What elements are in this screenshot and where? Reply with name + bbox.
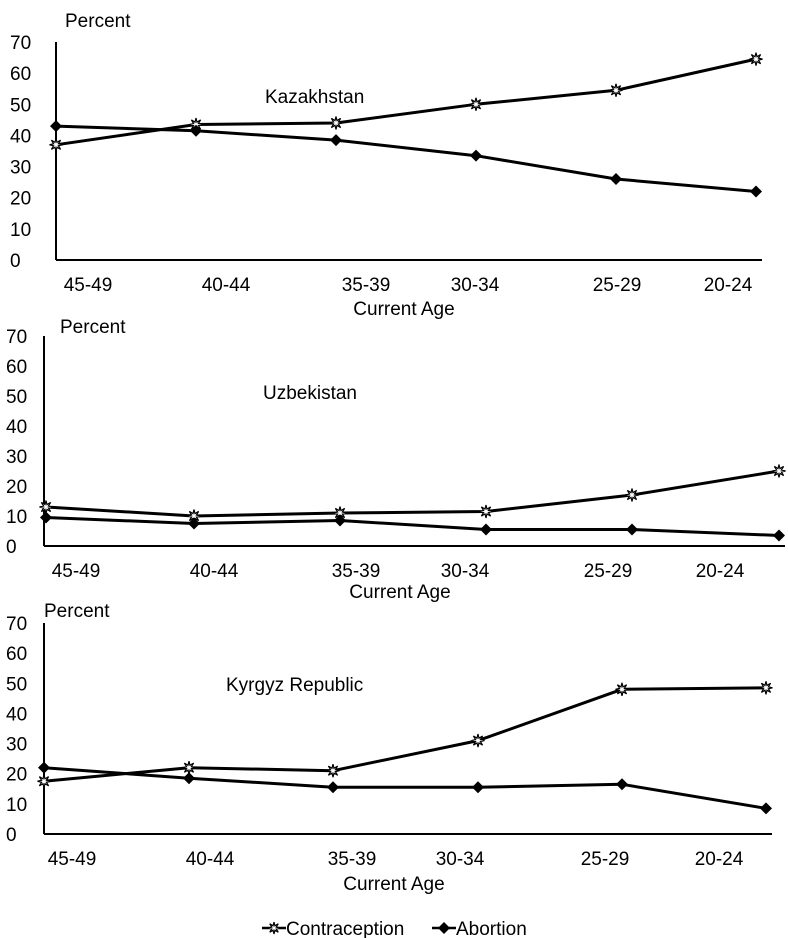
- abortion-point: [190, 124, 202, 137]
- y-tick-label: 20: [10, 189, 31, 210]
- y-axis-label: Percent: [60, 317, 126, 338]
- abortion-point: [40, 511, 52, 524]
- x-tick-label: 45-49: [52, 561, 101, 582]
- x-tick-label: 35-39: [328, 849, 377, 870]
- abortion-point: [472, 781, 484, 794]
- x-tick-label: 25-29: [584, 561, 633, 582]
- contraception-point: [609, 83, 623, 97]
- legend-contraception-label: Contraception: [286, 919, 404, 938]
- y-axis-label: Percent: [65, 11, 131, 32]
- y-tick-label: 40: [10, 126, 31, 147]
- abortion-point: [616, 778, 628, 791]
- y-tick-label: 50: [6, 674, 27, 695]
- x-tick-label: 35-39: [342, 275, 391, 296]
- abortion-point: [610, 173, 622, 186]
- y-tick-label: 20: [6, 477, 27, 498]
- x-tick-label: 25-29: [581, 849, 630, 870]
- x-axis-label: Current Age: [343, 874, 444, 895]
- y-tick-label: 10: [10, 220, 31, 241]
- x-tick-label: 20-24: [695, 849, 744, 870]
- x-tick-label: 45-49: [48, 849, 97, 870]
- y-tick-label: 60: [6, 644, 27, 665]
- x-tick-label: 45-49: [64, 275, 113, 296]
- y-tick-label: 50: [10, 95, 31, 116]
- panel-title: Kyrgyz Republic: [226, 675, 363, 696]
- abortion-point: [773, 529, 785, 542]
- abortion-point: [480, 523, 492, 536]
- abortion-point: [327, 781, 339, 794]
- x-tick-label: 20-24: [696, 561, 745, 582]
- contraception-point: [625, 488, 639, 502]
- contraception-line: [55, 57, 757, 147]
- contraception-point: [615, 682, 629, 696]
- contraception-point: [37, 774, 51, 788]
- abortion-point: [38, 761, 50, 774]
- y-tick-label: 30: [6, 447, 27, 468]
- contraception-point: [471, 733, 485, 748]
- panel-title: Uzbekistan: [263, 383, 357, 404]
- contraception-point: [749, 52, 763, 66]
- y-tick-label: 70: [6, 327, 27, 348]
- y-tick-label: 10: [6, 507, 27, 528]
- x-tick-label: 25-29: [593, 275, 642, 296]
- abortion-point: [183, 772, 195, 785]
- x-tick-label: 40-44: [202, 275, 251, 296]
- contraception-point: [49, 138, 63, 152]
- x-axis-label: Current Age: [353, 299, 454, 320]
- y-tick-label: 0: [6, 537, 17, 558]
- legend-abortion-label: Abortion: [456, 919, 527, 938]
- y-tick-label: 70: [10, 33, 31, 54]
- x-axis-label: Current Age: [349, 582, 450, 603]
- legend-abortion-marker: [438, 922, 450, 934]
- contraception-point: [479, 504, 493, 519]
- x-tick-label: 35-39: [332, 561, 381, 582]
- y-tick-label: 60: [10, 64, 31, 85]
- y-tick-label: 50: [6, 387, 27, 408]
- x-tick-label: 20-24: [704, 275, 753, 296]
- contraception-point: [329, 116, 343, 130]
- contraception-point: [326, 764, 340, 778]
- x-tick-label: 40-44: [190, 561, 239, 582]
- x-tick-label: 40-44: [186, 849, 235, 870]
- x-tick-label: 30-34: [451, 275, 500, 296]
- abortion-line: [43, 766, 767, 810]
- y-tick-label: 10: [6, 795, 27, 816]
- y-axis-label: Percent: [44, 601, 110, 622]
- x-tick-label: 30-34: [441, 561, 490, 582]
- contraception-point: [469, 97, 483, 111]
- y-tick-label: 30: [6, 735, 27, 756]
- abortion-line: [55, 124, 757, 193]
- panel-title: Kazakhstan: [265, 87, 364, 108]
- abortion-point: [750, 185, 762, 198]
- abortion-line: [45, 516, 780, 537]
- y-tick-label: 30: [10, 158, 31, 179]
- y-tick-label: 20: [6, 765, 27, 786]
- contraception-line: [43, 686, 767, 783]
- legend-contraception-marker: [267, 921, 281, 935]
- y-tick-label: 40: [6, 417, 27, 438]
- y-tick-label: 70: [6, 614, 27, 635]
- contraception-point: [772, 464, 786, 478]
- contraception-line: [45, 469, 780, 518]
- y-tick-label: 40: [6, 704, 27, 725]
- abortion-point: [470, 149, 482, 162]
- y-tick-label: 0: [6, 825, 17, 846]
- abortion-point: [334, 514, 346, 527]
- y-tick-label: 0: [10, 251, 21, 272]
- abortion-point: [760, 802, 772, 815]
- y-tick-label: 60: [6, 357, 27, 378]
- x-tick-label: 30-34: [436, 849, 485, 870]
- abortion-point: [50, 120, 62, 133]
- abortion-point: [626, 523, 638, 536]
- abortion-point: [330, 134, 342, 147]
- contraception-point: [759, 681, 773, 695]
- abortion-point: [188, 517, 200, 530]
